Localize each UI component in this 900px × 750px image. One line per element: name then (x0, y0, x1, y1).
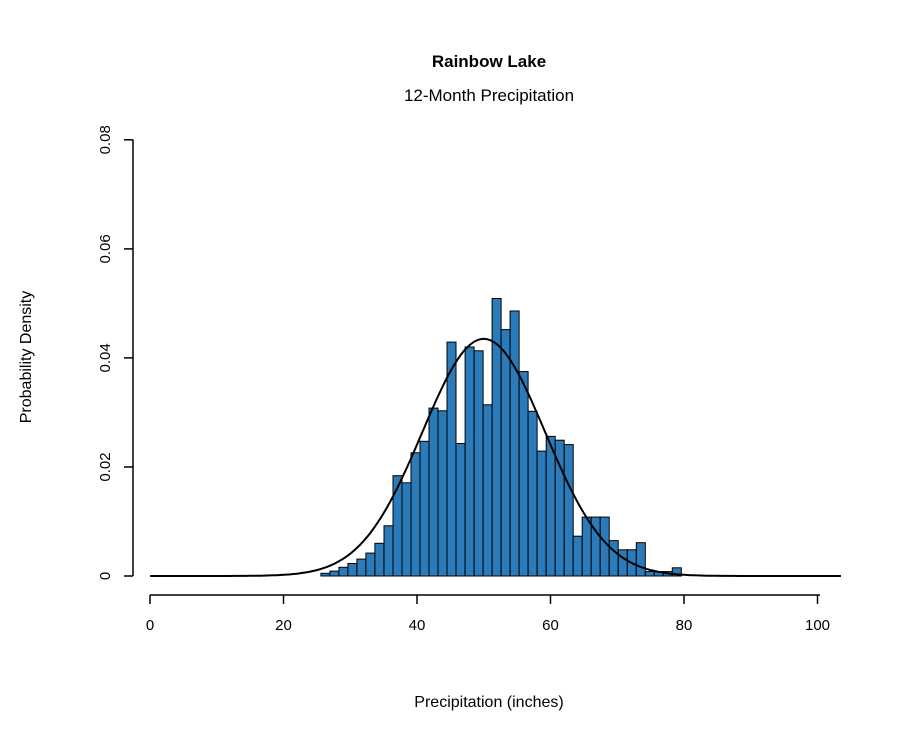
normal-curve (150, 337, 841, 577)
y-tick-label: 0.06 (97, 234, 114, 263)
density-curve-group (150, 337, 841, 577)
histogram-bar (536, 450, 547, 577)
histogram-bar (500, 329, 511, 577)
histogram-bar (545, 435, 556, 577)
histogram-bar (482, 404, 493, 577)
histogram-bar (455, 443, 466, 577)
histogram-bar (320, 572, 331, 577)
histogram-bar (563, 444, 574, 577)
histogram-bar (383, 525, 394, 577)
axes-group: 0 0.02 0.04 0.06 0.08 0 20 40 60 80 100 (97, 125, 830, 634)
x-tick-label: 80 (676, 617, 693, 634)
histogram-bar (581, 516, 592, 577)
histogram-bar (374, 542, 385, 577)
x-tick-label: 100 (805, 617, 830, 634)
histogram-bar (329, 570, 340, 577)
histogram-bar (338, 566, 349, 577)
histogram-bar (428, 407, 439, 577)
y-tick-label: 0.02 (97, 452, 114, 481)
histogram-bar (617, 549, 628, 577)
histogram-bar (491, 298, 502, 577)
histogram-bars-group (320, 298, 682, 577)
x-axis-title: Precipitation (inches) (414, 694, 564, 711)
x-tick-label: 40 (409, 617, 426, 634)
histogram-bar (473, 350, 484, 577)
histogram-bar (644, 571, 655, 577)
histogram-bar (527, 410, 538, 577)
histogram-bar (347, 563, 358, 577)
histogram-bar (509, 310, 520, 577)
chart-title: Rainbow Lake (431, 52, 547, 71)
histogram-bar (392, 475, 403, 577)
histogram-bar (419, 440, 430, 577)
x-tick-label: 20 (275, 617, 292, 634)
histogram-bar (410, 452, 421, 577)
y-tick-label: 0 (97, 572, 114, 580)
histogram-bar (572, 535, 583, 577)
histogram-bar (401, 482, 412, 577)
y-tick-label: 0.04 (97, 343, 114, 372)
histogram-bar (608, 540, 619, 577)
histogram-bar (365, 552, 376, 577)
x-tick-label: 0 (146, 617, 154, 634)
y-tick-label: 0.08 (97, 125, 114, 154)
histogram-bar (635, 542, 646, 577)
histogram-bar (437, 410, 448, 577)
histogram-bar (464, 346, 475, 577)
chart-subtitle: 12-Month Precipitation (403, 86, 575, 105)
x-tick-label: 60 (542, 617, 559, 634)
histogram-bar (671, 567, 682, 577)
histogram-bar (356, 558, 367, 577)
histogram-bar (518, 371, 529, 577)
